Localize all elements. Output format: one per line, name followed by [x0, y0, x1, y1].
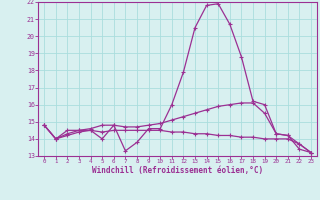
X-axis label: Windchill (Refroidissement éolien,°C): Windchill (Refroidissement éolien,°C) — [92, 166, 263, 175]
